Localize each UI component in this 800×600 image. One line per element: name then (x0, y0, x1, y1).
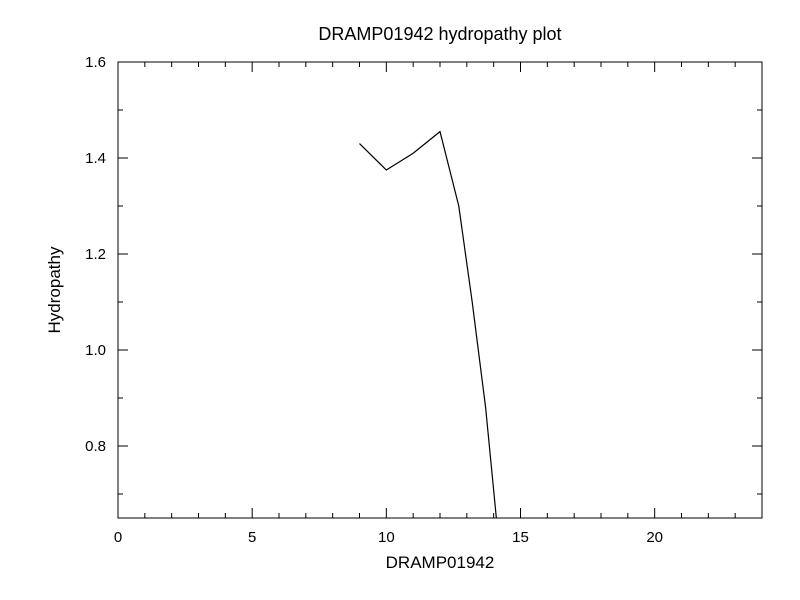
x-axis-label: DRAMP01942 (386, 553, 495, 572)
hydropathy-line (360, 132, 497, 518)
y-tick-label: 0.8 (85, 438, 106, 455)
y-axis-label: Hydropathy (45, 246, 64, 333)
chart-title: DRAMP01942 hydropathy plot (318, 24, 561, 44)
x-tick-label: 20 (646, 529, 663, 546)
chart-svg: 0 5 10 15 20 0.8 1.0 1.2 1.4 1.6 DRAMP01942 hydrop… (0, 0, 800, 600)
x-tick-label: 0 (114, 529, 122, 546)
x-tick-label: 15 (512, 529, 529, 546)
x-tick-label: 10 (378, 529, 395, 546)
y-tick-label: 1.6 (85, 54, 106, 71)
y-tick-label: 1.0 (85, 342, 106, 359)
y-tick-label: 1.2 (85, 246, 106, 263)
y-tick-label: 1.4 (85, 150, 106, 167)
hydropathy-chart: 0 5 10 15 20 0.8 1.0 1.2 1.4 1.6 DRAMP01942 hydrop… (0, 0, 800, 600)
x-tick-label: 5 (248, 529, 256, 546)
